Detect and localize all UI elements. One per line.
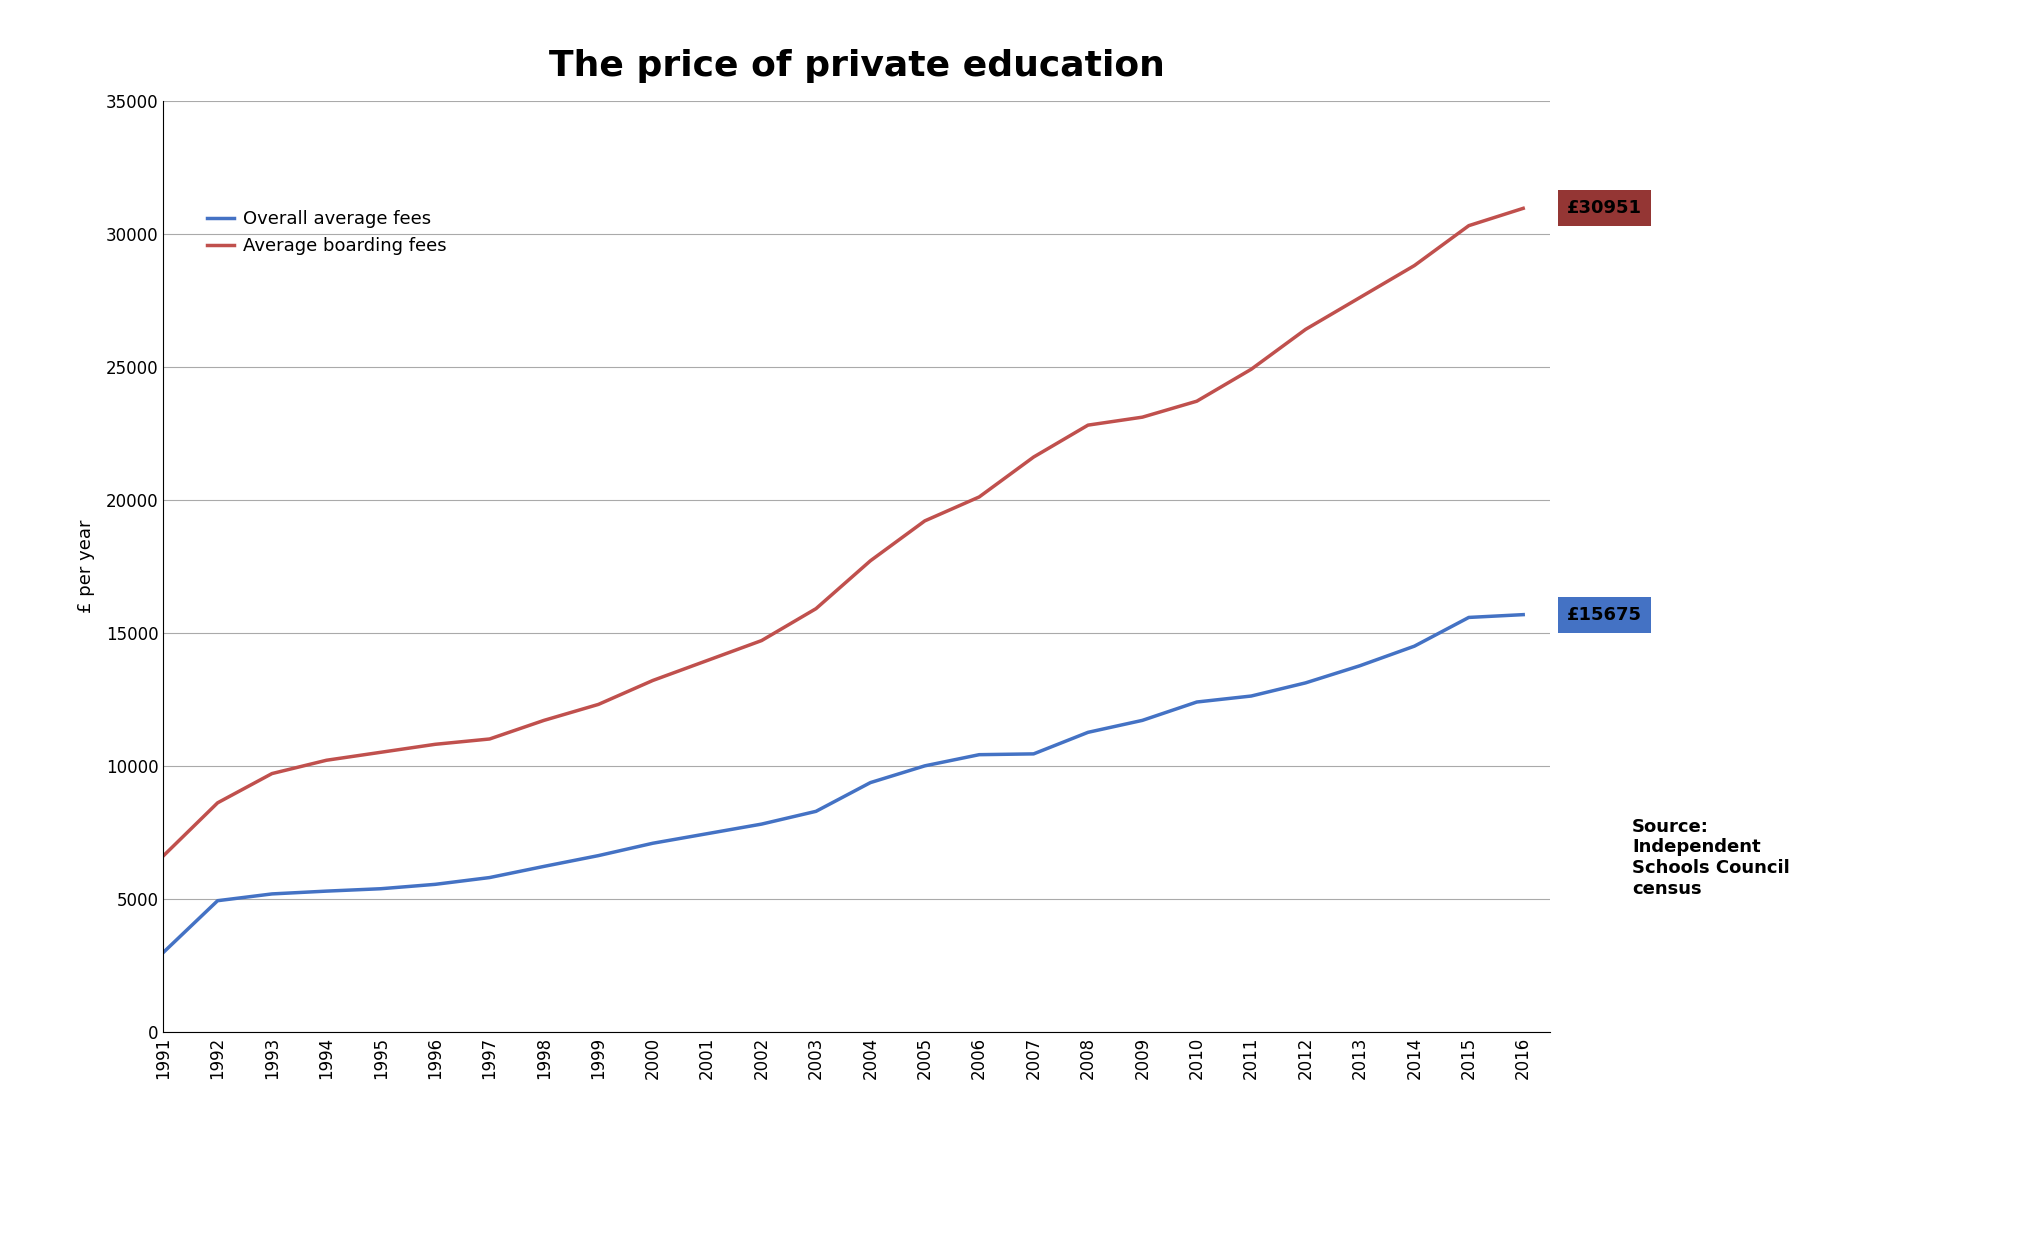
Average boarding fees [477,731,502,746]
Average boarding fees [422,737,447,752]
Average boarding fees [1238,362,1262,377]
Average boarding fees [314,752,338,767]
Average boarding fees [748,633,773,648]
Overall average fees [1293,676,1317,691]
Overall average fees [1238,688,1262,703]
Overall average fees [151,945,175,960]
Overall average fees [206,893,230,908]
Average boarding fees [1348,289,1372,304]
Text: £30951: £30951 [1566,199,1641,218]
Average boarding fees [966,489,991,504]
Overall average fees [369,881,394,896]
Average boarding fees [206,795,230,810]
Average boarding fees [858,554,883,569]
Overall average fees [532,859,557,874]
Overall average fees [748,816,773,832]
Text: Source:
Independent
Schools Council
census: Source: Independent Schools Council cens… [1631,818,1788,898]
Overall average fees [477,871,502,886]
Overall average fees [1456,610,1480,625]
Average boarding fees [259,766,283,781]
Overall average fees [1075,725,1099,740]
Y-axis label: £ per year: £ per year [77,520,94,613]
Overall average fees [803,804,828,819]
Average boarding fees [1456,218,1480,233]
Overall average fees [640,835,665,850]
Overall average fees [1022,746,1046,761]
Average boarding fees [1511,201,1535,216]
Overall average fees [1401,639,1425,654]
Average boarding fees [1022,449,1046,464]
Average boarding fees [640,673,665,688]
Overall average fees [911,759,936,774]
Overall average fees [422,877,447,892]
Overall average fees [259,887,283,902]
Overall average fees [966,747,991,762]
Overall average fees [314,883,338,898]
Average boarding fees [803,601,828,616]
Overall average fees [1185,694,1209,710]
Text: £15675: £15675 [1566,605,1641,624]
Average boarding fees [532,713,557,728]
Line: Overall average fees: Overall average fees [163,615,1523,952]
Average boarding fees [1401,258,1425,273]
Average boarding fees [1075,418,1099,433]
Title: The price of private education: The price of private education [548,49,1164,83]
Overall average fees [858,775,883,790]
Overall average fees [1130,713,1154,728]
Average boarding fees [1130,410,1154,425]
Overall average fees [695,827,720,842]
Overall average fees [585,848,610,863]
Average boarding fees [369,745,394,760]
Overall average fees [1348,658,1372,673]
Overall average fees [1511,608,1535,623]
Average boarding fees [585,697,610,712]
Average boarding fees [911,513,936,528]
Average boarding fees [151,848,175,863]
Line: Average boarding fees: Average boarding fees [163,209,1523,855]
Average boarding fees [1185,394,1209,409]
Average boarding fees [1293,322,1317,337]
Legend: Overall average fees, Average boarding fees: Overall average fees, Average boarding f… [200,203,455,262]
Average boarding fees [695,653,720,668]
